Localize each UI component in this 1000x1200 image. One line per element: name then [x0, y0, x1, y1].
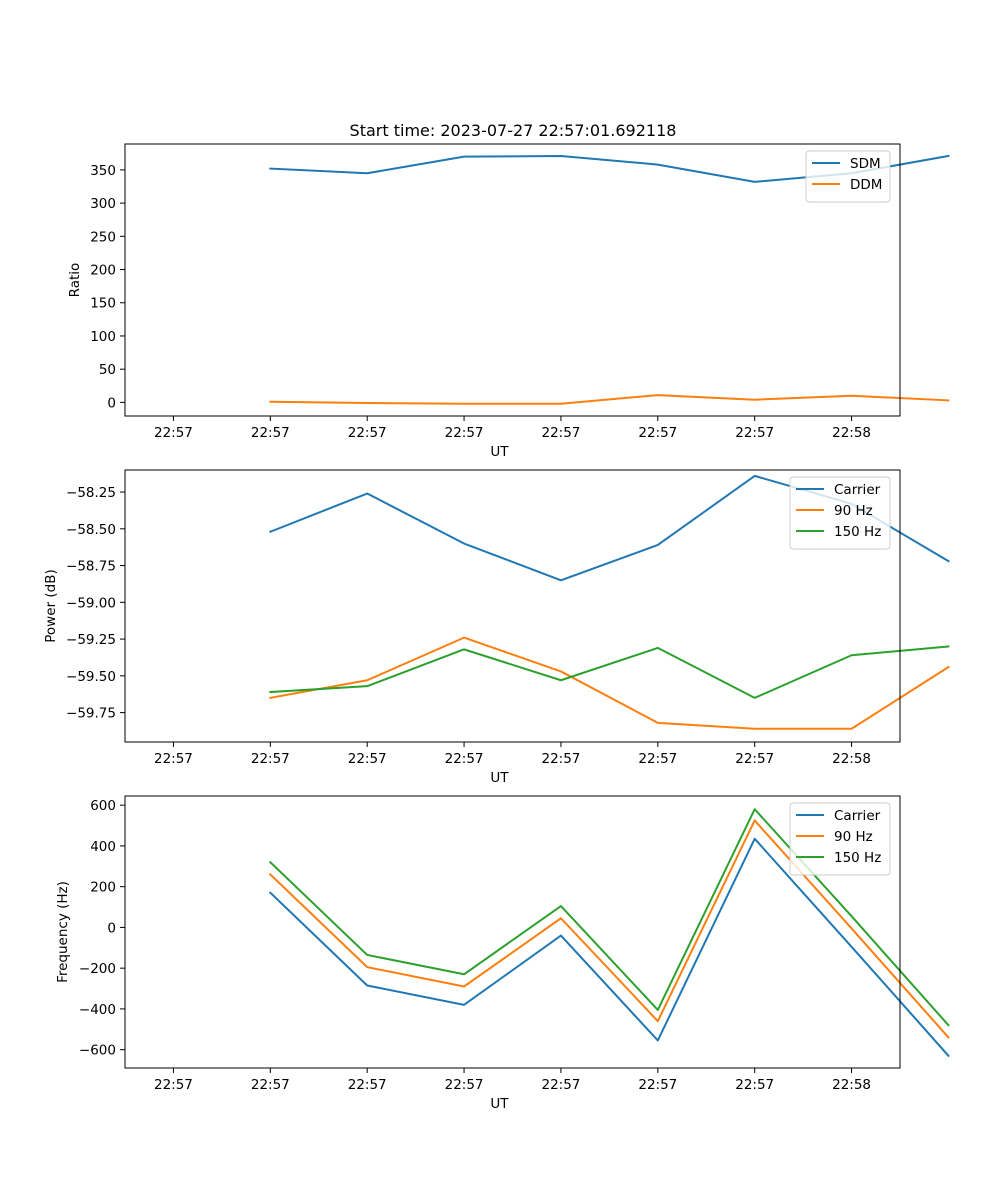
series-line-carrier: [268, 837, 950, 1058]
y-tick-label: 50: [99, 362, 116, 378]
x-tick-label: 22:57: [154, 425, 193, 441]
x-tick-label: 22:57: [251, 751, 290, 767]
y-tick-label: −600: [79, 1043, 116, 1059]
x-tick-label: 22:57: [638, 425, 677, 441]
y-tick-label: 350: [90, 163, 116, 179]
axes-frame: [124, 795, 901, 1069]
x-tick-label: 22:58: [832, 425, 871, 441]
y-tick-label: 400: [90, 839, 116, 855]
legend-label: SDM: [850, 156, 881, 172]
x-tick-label: 22:57: [638, 1077, 677, 1093]
x-tick-label: 22:58: [832, 751, 871, 767]
x-axis-label: UT: [490, 770, 509, 786]
legend-label: 90 Hz: [834, 829, 873, 845]
x-tick-label: 22:57: [735, 1077, 774, 1093]
x-tick-label: 22:57: [154, 1077, 193, 1093]
legend: SDM DDM: [805, 150, 891, 203]
x-tick-label: 22:57: [445, 425, 484, 441]
axes-frame: [124, 469, 901, 743]
x-tick-label: 22:57: [735, 751, 774, 767]
x-tick-label: 22:58: [832, 1077, 871, 1093]
y-tick-label: 300: [90, 196, 116, 212]
y-tick-label: 150: [90, 296, 116, 312]
x-tick-label: 22:57: [154, 751, 193, 767]
frequency-subplot: 22:57 22:57 22:57 22:57 22:57 22:57 22:57 22:58…: [55, 795, 950, 1112]
legend: Carrier 90 Hz 150 Hz: [789, 802, 891, 876]
legend-label: Carrier: [834, 482, 881, 498]
y-tick-label: 600: [90, 798, 116, 814]
x-tick-label: 22:57: [638, 751, 677, 767]
legend: Carrier 90 Hz 150 Hz: [789, 476, 891, 550]
y-axis-label: Power (dB): [43, 569, 59, 642]
y-axis-label: Ratio: [67, 263, 83, 298]
x-tick-label: 22:57: [251, 425, 290, 441]
ratio-subplot: 22:57 22:57 22:57 22:57 22:57 22:57 22:57 22:58…: [67, 143, 950, 460]
y-tick-label: −59.75: [66, 706, 116, 722]
legend-label: Carrier: [834, 808, 881, 824]
y-tick-label: −59.00: [66, 595, 116, 611]
y-axis-label: Frequency (Hz): [55, 881, 71, 983]
y-tick-label: 200: [90, 263, 116, 279]
y-tick-label: −400: [79, 1002, 116, 1018]
y-tick-label: 100: [90, 329, 116, 345]
axes-frame: [124, 143, 901, 417]
y-tick-label: −58.75: [66, 559, 116, 575]
x-tick-label: 22:57: [445, 1077, 484, 1093]
x-tick-label: 22:57: [348, 425, 387, 441]
series-line-ddm: [269, 394, 950, 405]
legend-label: 150 Hz: [834, 850, 881, 866]
power-subplot: 22:57 22:57 22:57 22:57 22:57 22:57 22:57 22:58…: [43, 469, 950, 786]
series-line-90-hz: [268, 819, 950, 1039]
series-line-150-hz: [269, 645, 950, 699]
legend-label: DDM: [850, 177, 882, 193]
x-tick-label: 22:57: [735, 425, 774, 441]
series-line-150-hz: [268, 808, 950, 1027]
y-tick-label: −58.25: [66, 485, 116, 501]
y-tick-label: 0: [107, 920, 116, 936]
x-axis-label: UT: [490, 444, 509, 460]
x-tick-label: 22:57: [541, 425, 580, 441]
legend-label: 90 Hz: [834, 503, 873, 519]
x-tick-label: 22:57: [541, 751, 580, 767]
x-tick-label: 22:57: [348, 751, 387, 767]
x-tick-label: 22:57: [541, 1077, 580, 1093]
figure-title: Start time: 2023-07-27 22:57:01.692118: [350, 121, 677, 140]
x-tick-label: 22:57: [445, 751, 484, 767]
y-tick-label: −59.25: [66, 632, 116, 648]
y-tick-label: 200: [90, 880, 116, 896]
y-tick-label: −59.50: [66, 669, 116, 685]
series-line-90-hz: [269, 636, 950, 730]
y-tick-label: 0: [107, 395, 116, 411]
legend-label: 150 Hz: [834, 524, 881, 540]
x-axis-label: UT: [490, 1096, 509, 1112]
y-tick-label: −200: [79, 961, 116, 977]
x-tick-label: 22:57: [348, 1077, 387, 1093]
y-tick-label: −58.50: [66, 522, 116, 538]
y-tick-label: 250: [90, 229, 116, 245]
x-tick-label: 22:57: [251, 1077, 290, 1093]
